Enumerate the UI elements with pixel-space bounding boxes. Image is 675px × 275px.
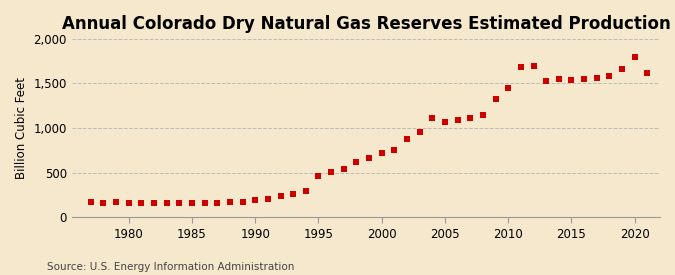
Text: Source: U.S. Energy Information Administration: Source: U.S. Energy Information Administ… (47, 262, 294, 272)
Y-axis label: Billion Cubic Feet: Billion Cubic Feet (15, 77, 28, 179)
Title: Annual Colorado Dry Natural Gas Reserves Estimated Production: Annual Colorado Dry Natural Gas Reserves… (61, 15, 670, 33)
